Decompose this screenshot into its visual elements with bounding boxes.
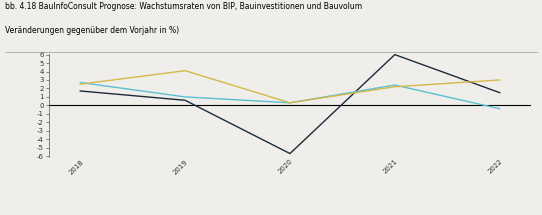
Text: Veränderungen gegenüber dem Vorjahr in %): Veränderungen gegenüber dem Vorjahr in %… (5, 26, 179, 35)
Text: bb. 4.18 BauInfoConsult Prognose: Wachstumsraten von BIP, Bauinvestitionen und B: bb. 4.18 BauInfoConsult Prognose: Wachst… (5, 2, 363, 11)
